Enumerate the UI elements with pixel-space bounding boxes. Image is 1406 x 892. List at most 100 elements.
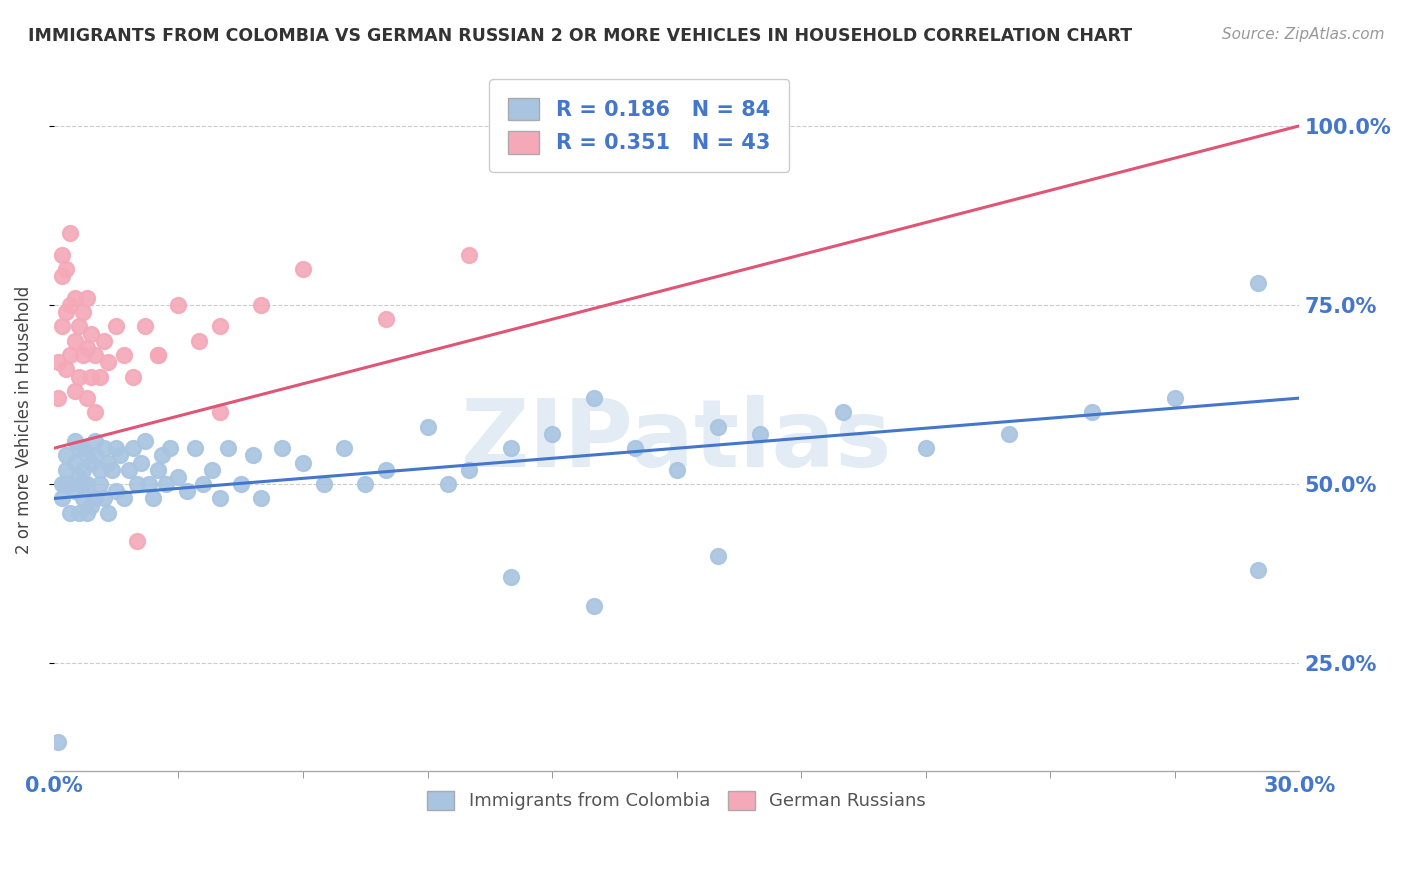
Point — [138, 477, 160, 491]
Point — [665, 463, 688, 477]
Text: IMMIGRANTS FROM COLOMBIA VS GERMAN RUSSIAN 2 OR MORE VEHICLES IN HOUSEHOLD CORRE: IMMIGRANTS FROM COLOMBIA VS GERMAN RUSSI… — [28, 27, 1132, 45]
Point — [354, 477, 377, 491]
Point — [93, 334, 115, 348]
Point — [84, 405, 107, 419]
Point — [55, 362, 77, 376]
Point — [146, 348, 169, 362]
Point — [155, 477, 177, 491]
Point — [72, 305, 94, 319]
Point — [67, 470, 90, 484]
Point — [142, 491, 165, 506]
Point — [101, 463, 124, 477]
Point — [499, 570, 522, 584]
Point — [208, 405, 231, 419]
Point — [1247, 563, 1270, 577]
Point — [59, 227, 82, 241]
Point — [55, 449, 77, 463]
Point — [250, 491, 273, 506]
Point — [125, 534, 148, 549]
Point — [72, 491, 94, 506]
Point — [375, 463, 398, 477]
Point — [748, 426, 770, 441]
Point — [63, 334, 86, 348]
Point — [129, 456, 152, 470]
Point — [59, 298, 82, 312]
Point — [416, 419, 439, 434]
Point — [55, 463, 77, 477]
Point — [84, 491, 107, 506]
Point — [55, 477, 77, 491]
Point — [121, 442, 143, 456]
Point — [184, 442, 207, 456]
Point — [112, 491, 135, 506]
Point — [55, 262, 77, 277]
Point — [63, 484, 86, 499]
Point — [1081, 405, 1104, 419]
Point — [59, 348, 82, 362]
Point — [84, 449, 107, 463]
Point — [59, 506, 82, 520]
Point — [707, 419, 730, 434]
Point — [229, 477, 252, 491]
Point — [51, 248, 73, 262]
Y-axis label: 2 or more Vehicles in Household: 2 or more Vehicles in Household — [15, 285, 32, 554]
Point — [1164, 391, 1187, 405]
Point — [208, 319, 231, 334]
Point — [499, 442, 522, 456]
Point — [291, 262, 314, 277]
Point — [121, 369, 143, 384]
Point — [707, 549, 730, 563]
Point — [51, 269, 73, 284]
Point — [541, 426, 564, 441]
Text: Source: ZipAtlas.com: Source: ZipAtlas.com — [1222, 27, 1385, 42]
Point — [250, 298, 273, 312]
Point — [624, 442, 647, 456]
Point — [458, 248, 481, 262]
Point — [167, 470, 190, 484]
Point — [59, 477, 82, 491]
Point — [146, 463, 169, 477]
Point — [271, 442, 294, 456]
Point — [76, 291, 98, 305]
Point — [72, 348, 94, 362]
Point — [89, 463, 111, 477]
Point — [93, 491, 115, 506]
Point — [67, 506, 90, 520]
Point — [134, 434, 156, 449]
Point — [97, 506, 120, 520]
Point — [46, 355, 69, 369]
Point — [84, 348, 107, 362]
Point — [84, 434, 107, 449]
Point — [63, 456, 86, 470]
Point — [89, 369, 111, 384]
Point — [80, 369, 103, 384]
Point — [76, 477, 98, 491]
Point — [46, 735, 69, 749]
Point — [110, 449, 132, 463]
Point — [333, 442, 356, 456]
Point — [125, 477, 148, 491]
Point — [105, 442, 128, 456]
Point — [93, 442, 115, 456]
Point — [582, 391, 605, 405]
Point — [242, 449, 264, 463]
Point — [105, 319, 128, 334]
Point — [150, 449, 173, 463]
Point — [51, 477, 73, 491]
Point — [97, 456, 120, 470]
Point — [831, 405, 853, 419]
Point — [67, 319, 90, 334]
Point — [105, 484, 128, 499]
Point — [80, 456, 103, 470]
Point — [112, 348, 135, 362]
Point — [134, 319, 156, 334]
Point — [63, 434, 86, 449]
Point — [80, 499, 103, 513]
Point — [146, 348, 169, 362]
Point — [167, 298, 190, 312]
Point — [76, 449, 98, 463]
Point — [51, 319, 73, 334]
Point — [159, 442, 181, 456]
Point — [72, 442, 94, 456]
Point — [63, 384, 86, 398]
